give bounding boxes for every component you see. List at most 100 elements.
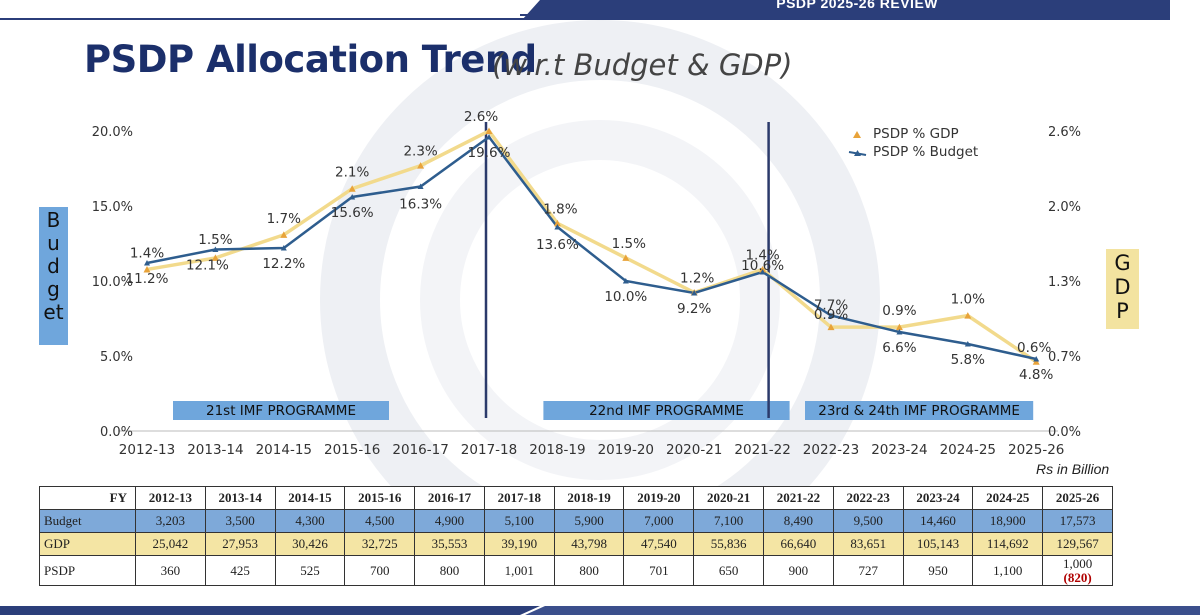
budget-data-label: 6.6%	[882, 340, 916, 356]
gdp-point-marker	[348, 185, 356, 192]
table-cell-value: 25,042	[152, 536, 189, 551]
table-cell: 27,953	[204, 532, 276, 556]
gdp-data-label: 1.2%	[680, 271, 714, 287]
budget-point-marker	[622, 278, 629, 284]
table-cell: 17,573	[1042, 509, 1113, 533]
right-axis-tick-label: 0.0%	[1048, 425, 1081, 440]
imf-programme-box	[173, 401, 389, 420]
table-cell: 700	[344, 555, 416, 586]
revised-value-note: (820)	[1063, 569, 1092, 585]
right-axis-tick-label: 2.6%	[1048, 125, 1081, 140]
table-cell: 1,000 (820)	[1042, 555, 1113, 586]
table-cell: 5,900	[553, 509, 625, 533]
table-row: Budget 3,203 3,500 4,300 4,500 4,900 5,100 5,90…	[39, 509, 1113, 533]
gdp-data-label: 1.4%	[130, 245, 164, 261]
budget-data-label: 9.2%	[677, 301, 711, 317]
budget-point-marker	[280, 245, 287, 251]
legend-budget-marker	[854, 150, 861, 156]
table-cell-value: 7,000	[644, 513, 674, 528]
table-year-header: 2023-24	[902, 486, 974, 510]
table-cell-value: 18,900	[989, 513, 1026, 528]
table-cell-value: 27,953	[222, 536, 259, 551]
left-axis-title-letter: g	[47, 277, 60, 301]
table-cell: 800	[553, 555, 625, 586]
table-cell: 32,725	[344, 532, 416, 556]
table-cell-value: 1,000	[1062, 555, 1093, 571]
units-note: Rs in Billion	[1036, 461, 1110, 477]
table-cell: 4,500	[344, 509, 416, 533]
table-cell: 360	[135, 555, 206, 586]
table-cell: 9,500	[832, 509, 904, 533]
table-cell: 1,100	[972, 555, 1044, 586]
left-axis-title: B u d g et	[39, 207, 68, 345]
gdp-data-label: 0.9%	[882, 303, 916, 319]
table-cell-value: 7,100	[714, 513, 744, 528]
gdp-point-marker	[622, 254, 630, 261]
right-axis-title-letter: P	[1116, 299, 1129, 323]
table-row-label: GDP	[39, 532, 136, 556]
table-cell: 727	[832, 555, 904, 586]
x-axis-tick-label: 2012-13	[119, 442, 175, 458]
budget-point-marker	[1033, 356, 1040, 362]
x-axis-tick-label: 2024-25	[940, 442, 996, 458]
table-header-row: FY 2012-13 2013-14 2014-15 2015-16 2016-17 20…	[39, 486, 1113, 510]
gdp-point-marker	[895, 323, 903, 331]
table-cell: 66,640	[763, 532, 834, 556]
gdp-point-marker	[143, 265, 151, 273]
x-axis-tick-label: 2022-23	[803, 442, 859, 458]
gdp-data-label: 2.3%	[403, 144, 437, 160]
budget-data-label: 4.8%	[1019, 367, 1053, 383]
table-cell-value: 650	[718, 562, 739, 578]
gdp-point-marker	[553, 219, 561, 227]
x-axis-tick-label: 2020-21	[666, 442, 722, 458]
table-row-label: PSDP	[39, 555, 136, 586]
table-cell-value: 39,190	[501, 536, 538, 551]
budget-point-marker	[349, 194, 356, 200]
table-year-header: 2019-20	[623, 486, 695, 510]
table-cell-value: 727	[858, 562, 878, 578]
table-cell: 3,500	[204, 509, 276, 533]
table-row: GDP 25,042 27,953 30,426 32,725 35,553 39,190 4…	[39, 532, 1113, 556]
imf-programme-label: 22nd IMF PROGRAMME	[589, 403, 744, 419]
page-title: PSDP Allocation Trend	[84, 38, 537, 81]
imf-programme-box	[805, 401, 1034, 420]
x-axis-tick-label: 2014-15	[256, 442, 312, 458]
legend-label-gdp: PSDP % GDP	[873, 126, 959, 142]
table-cell: 47,540	[623, 532, 695, 556]
table-year-header: 2021-22	[763, 486, 834, 510]
table-cell-value: 425	[230, 562, 250, 578]
imf-programme-label: 23rd & 24th IMF PROGRAMME	[818, 403, 1020, 419]
budget-point-marker	[554, 224, 561, 230]
table-cell-value: 14,460	[920, 513, 956, 528]
table-cell-value: 43,798	[571, 536, 607, 551]
x-axis-tick-label: 2013-14	[187, 442, 243, 458]
table-year-header: 2015-16	[344, 486, 416, 510]
fy-data-table: FY 2012-13 2013-14 2014-15 2015-16 2016-17 20…	[39, 486, 1113, 586]
table-year-header: 2018-19	[553, 486, 625, 510]
budget-data-label: 16.3%	[399, 197, 442, 213]
budget-data-label: 12.1%	[186, 258, 229, 274]
budget-data-label: 10.0%	[604, 289, 647, 305]
x-axis-tick-label: 2019-20	[598, 442, 654, 458]
table-cell: 105,143	[902, 532, 974, 556]
table-cell: 701	[623, 555, 695, 586]
table-cell-value: 129,567	[1056, 536, 1099, 551]
gdp-data-label: 0.6%	[1017, 340, 1051, 356]
table-cell: 25,042	[135, 532, 206, 556]
table-year-header: 2013-14	[204, 486, 276, 510]
table-year-header: 2016-17	[414, 486, 485, 510]
gdp-point-marker	[211, 254, 219, 261]
table-cell: 83,651	[832, 532, 904, 556]
table-cell-value: 360	[160, 562, 181, 578]
budget-data-label: 10.6%	[741, 258, 784, 274]
right-axis-tick-label: 1.3%	[1048, 275, 1081, 290]
gdp-data-label: 0.9%	[814, 307, 848, 323]
right-axis-title-letter: D	[1114, 275, 1131, 299]
table-cell-value: 701	[649, 562, 669, 578]
table-cell-value: 35,553	[431, 536, 468, 551]
gdp-point-marker	[827, 323, 835, 331]
budget-point-marker	[964, 341, 971, 347]
table-cell-value: 4,900	[434, 513, 465, 528]
table-cell: 950	[902, 555, 974, 586]
x-axis-tick-label: 2023-24	[871, 442, 927, 458]
